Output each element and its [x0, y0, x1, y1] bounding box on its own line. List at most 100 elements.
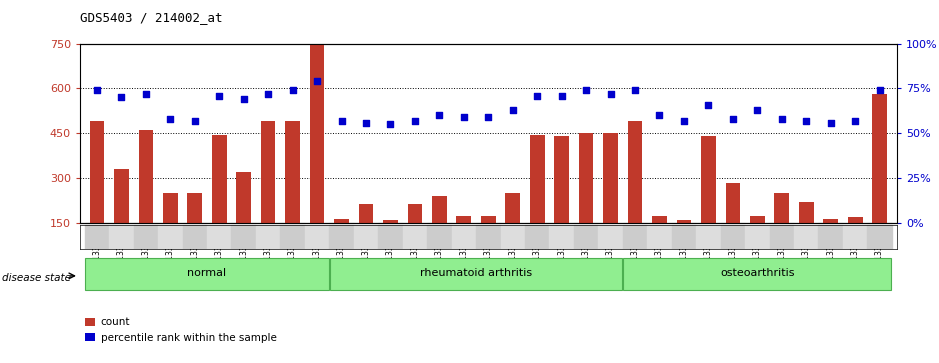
Bar — [281, 225, 305, 249]
Point — [359, 120, 374, 126]
Bar — [872, 94, 887, 268]
Bar — [212, 135, 226, 268]
Bar — [158, 225, 182, 249]
Bar — [163, 193, 177, 268]
Bar — [525, 225, 549, 249]
Bar — [403, 225, 427, 249]
Point — [700, 102, 716, 107]
Bar — [305, 225, 330, 249]
Bar — [750, 216, 764, 268]
Bar — [603, 133, 618, 268]
Point — [310, 78, 325, 84]
Bar — [819, 225, 843, 249]
Bar — [188, 193, 202, 268]
Bar — [647, 225, 671, 249]
Bar — [359, 204, 374, 268]
Bar — [843, 225, 868, 249]
Bar — [89, 121, 104, 268]
Point — [211, 93, 226, 99]
Point — [432, 113, 447, 118]
Bar — [139, 130, 153, 268]
Point — [799, 118, 814, 124]
Point — [285, 87, 300, 93]
Point — [237, 96, 252, 102]
Text: osteoarthritis: osteoarthritis — [720, 268, 794, 278]
Point — [162, 116, 177, 122]
Point — [481, 114, 496, 120]
Bar — [85, 225, 109, 249]
Bar — [427, 225, 452, 249]
Point — [627, 87, 642, 93]
Text: normal: normal — [188, 268, 226, 278]
Bar — [182, 225, 207, 249]
Point — [114, 95, 129, 101]
Bar — [824, 219, 838, 268]
Point — [530, 93, 545, 99]
Bar — [310, 44, 324, 268]
Point — [187, 118, 202, 124]
Bar — [500, 225, 525, 249]
Point — [824, 120, 839, 126]
Point — [261, 91, 276, 97]
Bar — [623, 225, 647, 249]
Bar — [378, 225, 403, 249]
Bar — [354, 225, 378, 249]
Bar — [868, 225, 892, 249]
Bar — [720, 225, 746, 249]
Bar — [578, 133, 593, 268]
Bar — [476, 225, 500, 249]
Bar — [383, 220, 398, 268]
Bar — [285, 121, 300, 268]
Bar — [261, 121, 275, 268]
Point — [505, 107, 520, 113]
Bar — [530, 135, 545, 268]
Bar — [109, 225, 133, 249]
Point — [334, 118, 349, 124]
Point — [676, 118, 691, 124]
Bar — [598, 225, 623, 249]
Bar — [574, 225, 598, 249]
Bar — [677, 220, 691, 268]
Bar — [627, 121, 642, 268]
Bar — [726, 183, 740, 268]
Bar — [334, 219, 349, 268]
Point — [750, 107, 765, 113]
Bar — [696, 225, 720, 249]
Bar — [481, 216, 496, 268]
Bar — [505, 193, 520, 268]
Bar — [133, 225, 158, 249]
Point — [578, 87, 593, 93]
Bar — [432, 196, 447, 268]
Legend: count, percentile rank within the sample: count, percentile rank within the sample — [85, 317, 276, 343]
Point — [775, 116, 790, 122]
Bar — [746, 225, 770, 249]
Bar — [408, 204, 423, 268]
Point — [383, 122, 398, 127]
Bar — [701, 136, 716, 268]
Bar — [237, 172, 251, 268]
Bar — [794, 225, 819, 249]
Bar — [330, 225, 354, 249]
Point — [408, 118, 423, 124]
Bar — [671, 225, 696, 249]
Point — [138, 91, 153, 97]
Bar — [554, 136, 569, 268]
Bar — [330, 258, 623, 290]
Bar — [452, 225, 476, 249]
Bar — [456, 216, 471, 268]
Bar — [114, 169, 129, 268]
Bar — [256, 225, 281, 249]
Bar — [85, 258, 329, 290]
Point — [89, 87, 104, 93]
Text: rheumatoid arthritis: rheumatoid arthritis — [420, 268, 532, 278]
Point — [456, 114, 471, 120]
Text: disease state: disease state — [2, 273, 70, 283]
Text: GDS5403 / 214002_at: GDS5403 / 214002_at — [80, 11, 223, 24]
Point — [725, 116, 740, 122]
Bar — [623, 258, 891, 290]
Point — [872, 87, 887, 93]
Bar — [549, 225, 574, 249]
Bar — [207, 225, 231, 249]
Bar — [799, 202, 813, 268]
Bar — [770, 225, 794, 249]
